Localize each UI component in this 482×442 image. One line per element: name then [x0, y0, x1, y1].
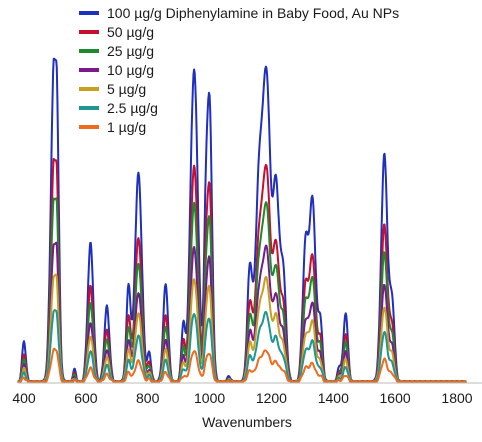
x-tick-label: 1200	[256, 390, 287, 406]
legend-label-4: 5 µg/g	[107, 81, 146, 97]
legend-label-5: 2.5 µg/g	[107, 100, 158, 116]
x-tick-label: 1000	[194, 390, 225, 406]
x-tick-label: 400	[12, 390, 36, 406]
x-axis-label: Wavenumbers	[202, 414, 292, 430]
x-tick-label: 1400	[318, 390, 349, 406]
legend: 100 µg/g Diphenylamine in Baby Food, Au …	[79, 5, 399, 135]
legend-label-6: 1 µg/g	[107, 119, 146, 135]
legend-label-3: 10 µg/g	[107, 62, 154, 78]
legend-label-1: 50 µg/g	[107, 24, 154, 40]
x-tick-label: 1800	[441, 390, 472, 406]
legend-label-2: 25 µg/g	[107, 43, 154, 59]
x-tick-label: 600	[74, 390, 98, 406]
series-line-6	[17, 347, 467, 383]
x-tick-label: 800	[136, 390, 160, 406]
series-layer	[17, 57, 467, 383]
x-tick-labels: 400 600 800 1000 1200 1400 1600 1800	[12, 390, 472, 406]
x-tick-label: 1600	[380, 390, 411, 406]
legend-label-0: 100 µg/g Diphenylamine in Baby Food, Au …	[107, 5, 399, 21]
